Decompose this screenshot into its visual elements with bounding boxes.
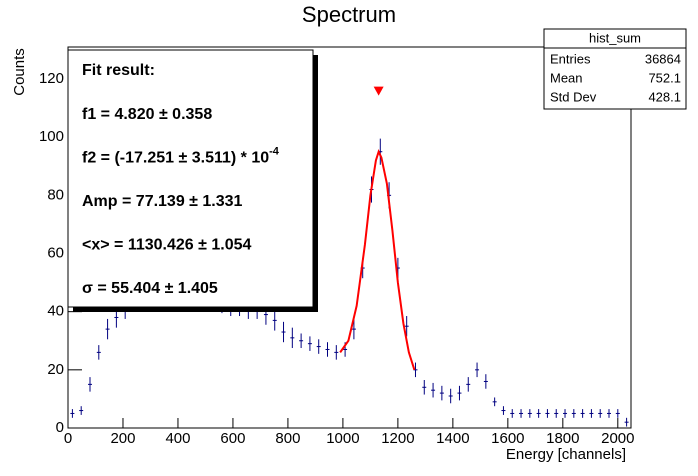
x-tick-label: 2000 [601, 430, 634, 447]
x-tick-label: 400 [165, 430, 190, 447]
fit-line: Amp = 77.139 ± 1.331 [82, 193, 243, 210]
fit-box-title: Fit result: [82, 62, 155, 79]
fit-line-text: σ = 55.404 ± 1.405 [82, 280, 218, 297]
y-tick-label: 120 [39, 70, 64, 87]
stats-label: Entries [550, 51, 591, 66]
fit-box-bg [67, 49, 314, 308]
stats-value: 752.1 [648, 70, 681, 85]
y-tick-label: 0 [56, 419, 64, 436]
fit-line-sup: -4 [269, 145, 280, 157]
stats-box-bg [543, 28, 687, 110]
x-axis-label: Energy [channels] [506, 446, 626, 463]
x-tick-label: 200 [110, 430, 135, 447]
fit-line: f1 = 4.820 ± 0.358 [82, 106, 212, 123]
fit-curve [339, 148, 416, 371]
stats-box: hist_sum Entries 36864 Mean 752.1 Std Dev 428.… [543, 28, 687, 110]
stats-value: 36864 [645, 51, 681, 66]
stats-label: Std Dev [550, 89, 597, 104]
y-tick-label: 60 [47, 244, 64, 261]
x-tick-label: 1400 [436, 430, 469, 447]
fit-line: <x> = 1130.426 ± 1.054 [82, 237, 251, 254]
y-tick-label: 80 [47, 186, 64, 203]
y-axis-label: Counts [11, 48, 28, 96]
y-tick-label: 100 [39, 128, 64, 145]
x-tick-label: 1600 [491, 430, 524, 447]
x-tick-label: 1800 [546, 430, 579, 447]
stats-label: Mean [550, 70, 583, 85]
chart-title: Spectrum [302, 2, 396, 27]
x-tick-label: 1200 [381, 430, 414, 447]
fit-line: σ = 55.404 ± 1.405 [82, 280, 218, 297]
x-tick-label: 600 [220, 430, 245, 447]
fit-box: Fit result: f1 = 4.820 ± 0.358 f2 = (-17.2… [67, 49, 318, 312]
peak-marker [373, 86, 384, 96]
fit-line-text: f2 = (-17.251 ± 3.511) * 10 [82, 150, 269, 167]
fit-line-text: <x> = 1130.426 ± 1.054 [82, 237, 251, 254]
x-tick-label: 800 [275, 430, 300, 447]
fit-line-text: f1 = 4.820 ± 0.358 [82, 106, 212, 123]
fit-line: f2 = (-17.251 ± 3.511) * 10-4 [82, 145, 280, 166]
y-tick-label: 40 [47, 303, 64, 320]
stats-name: hist_sum [589, 30, 641, 45]
fit-line-text: Amp = 77.139 ± 1.331 [82, 193, 243, 210]
x-tick-label: 1000 [326, 430, 359, 447]
stats-value: 428.1 [648, 89, 681, 104]
y-tick-label: 20 [47, 361, 64, 378]
x-tick-label: 0 [64, 430, 72, 447]
